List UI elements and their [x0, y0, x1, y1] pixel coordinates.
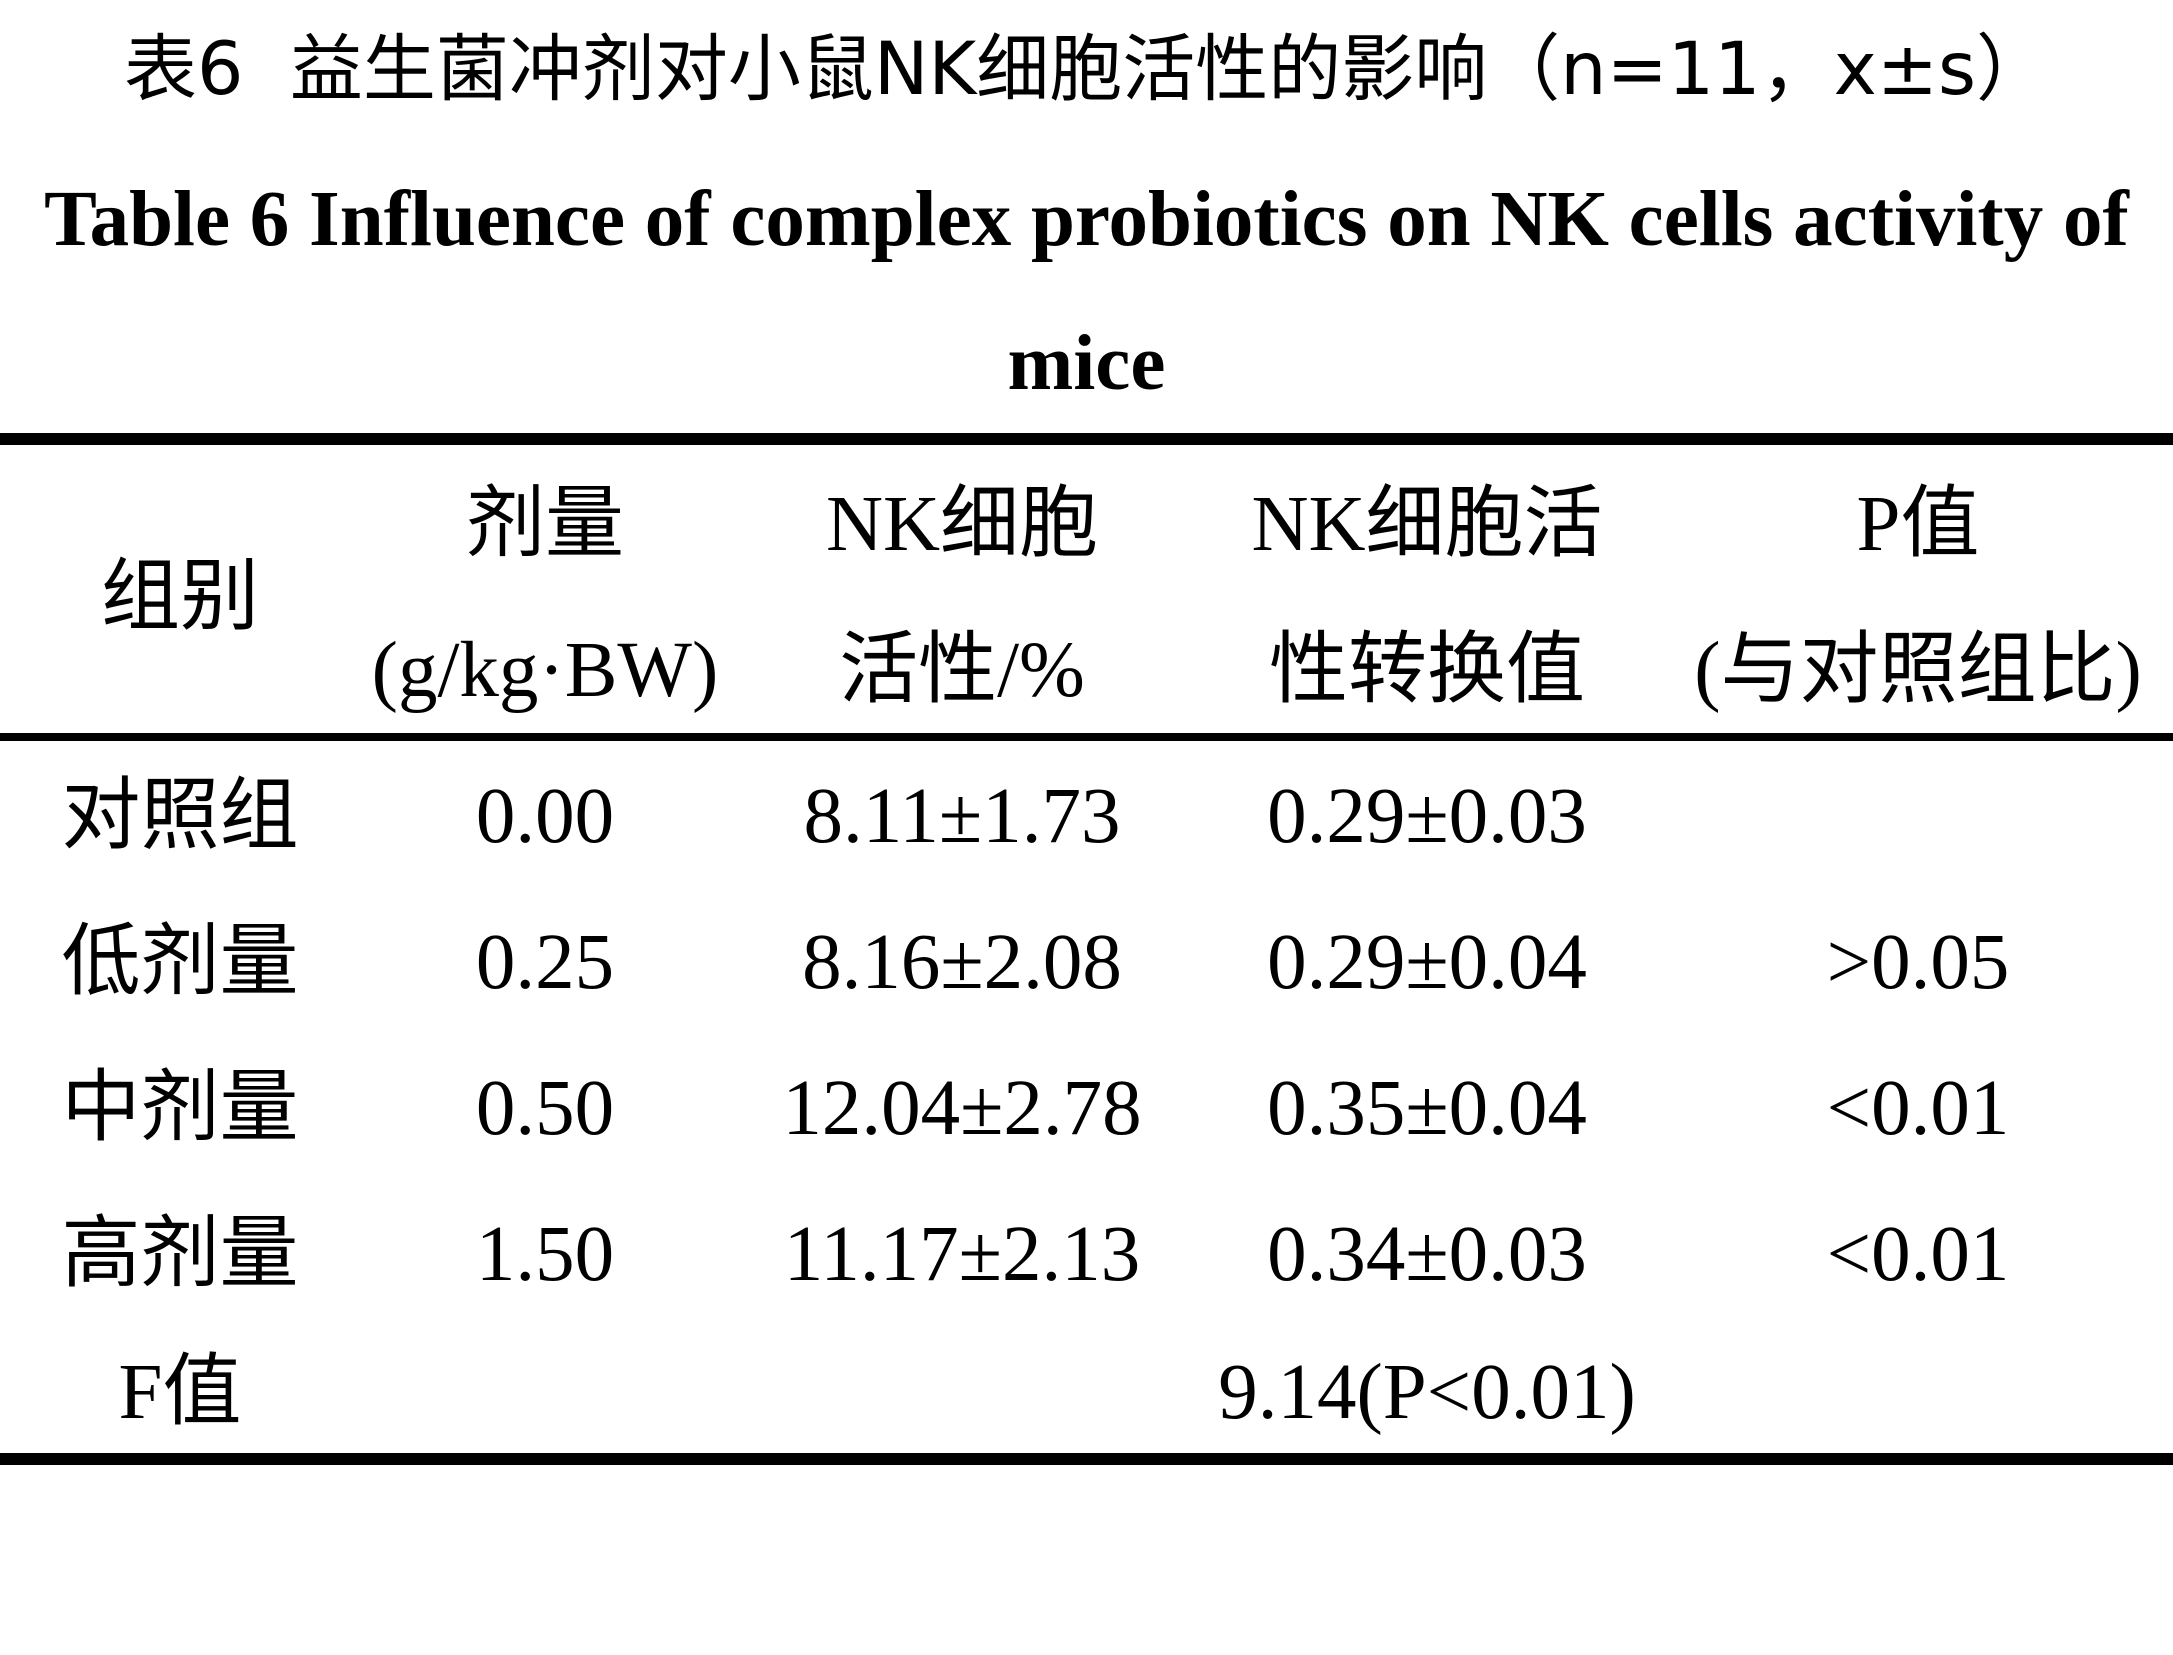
- cell-group: 中剂量: [61, 1065, 299, 1152]
- table-row: 对照组 0.00 8.11±1.73 0.29±0.03: [0, 744, 2173, 890]
- f-value-label: F值: [118, 1349, 242, 1436]
- cell-nk-conversion: 0.34±0.03: [1267, 1211, 1587, 1298]
- cell-nk-conversion: 0.35±0.04: [1267, 1065, 1587, 1152]
- table-title-english: Table 6 Influence of complex probiotics …: [44, 176, 2129, 407]
- header-nk-conversion-line-2: 性转换值: [1269, 627, 1585, 714]
- header-nk-conversion-line-1: NK细胞活: [1251, 481, 1603, 568]
- f-value-row: F值 9.14(P<0.01): [0, 1320, 2173, 1466]
- cell-nk-activity: 11.17±2.13: [783, 1211, 1141, 1298]
- cell-dose: 0.00: [475, 773, 615, 860]
- top-rule: [0, 433, 2173, 445]
- header-nk-activity-line-1: NK细胞: [825, 481, 1099, 568]
- bottom-rule: [0, 1453, 2173, 1465]
- cell-nk-conversion: 0.29±0.03: [1267, 773, 1587, 860]
- header-dose-line-2: (g/kg·BW): [371, 627, 719, 714]
- cell-p-value: <0.01: [1826, 1065, 2010, 1152]
- header-nk-conversion: NK细胞活 性转换值: [1197, 452, 1657, 744]
- table-row: 低剂量 0.25 8.16±2.08 0.29±0.04 >0.05: [0, 890, 2173, 1036]
- table-row: 高剂量 1.50 11.17±2.13 0.34±0.03 <0.01: [0, 1182, 2173, 1328]
- header-p-value-line-2: (与对照组比): [1694, 627, 2142, 714]
- header-p-value-line-1: P值: [1856, 481, 1980, 568]
- header-dose-line-1: 剂量: [466, 481, 624, 568]
- header-nk-activity: NK细胞 活性/%: [732, 452, 1192, 744]
- cell-nk-activity: 8.16±2.08: [802, 919, 1122, 1006]
- header-dose: 剂量 (g/kg·BW): [365, 452, 725, 744]
- cell-p-value: >0.05: [1826, 919, 2010, 1006]
- cell-dose: 0.50: [475, 1065, 615, 1152]
- header-group: 组别: [0, 452, 360, 744]
- header-p-value: P值 (与对照组比): [1668, 452, 2168, 744]
- cell-nk-activity: 12.04±2.78: [782, 1065, 1142, 1152]
- cell-dose: 0.25: [475, 919, 615, 1006]
- f-value-result: 9.14(P<0.01): [1218, 1349, 1636, 1436]
- table-title-chinese: 表6 益生菌冲剂对小鼠NK细胞活性的影响（n=11，x±s）: [123, 27, 2050, 112]
- cell-group: 对照组: [61, 773, 299, 860]
- cell-group: 高剂量: [61, 1211, 299, 1298]
- cell-p-value: <0.01: [1826, 1211, 2010, 1298]
- cell-dose: 1.50: [475, 1211, 615, 1298]
- cell-nk-conversion: 0.29±0.04: [1267, 919, 1587, 1006]
- header-rule: [0, 733, 2173, 741]
- header-row: 组别 剂量 (g/kg·BW) NK细胞 活性/% NK细胞活 性转换值 P值 …: [0, 452, 2173, 744]
- header-nk-activity-line-2: 活性/%: [839, 627, 1085, 714]
- header-group-label: 组别: [101, 554, 259, 641]
- table-row: 中剂量 0.50 12.04±2.78 0.35±0.04 <0.01: [0, 1036, 2173, 1182]
- cell-group: 低剂量: [61, 919, 299, 1006]
- cell-nk-activity: 8.11±1.73: [803, 773, 1121, 860]
